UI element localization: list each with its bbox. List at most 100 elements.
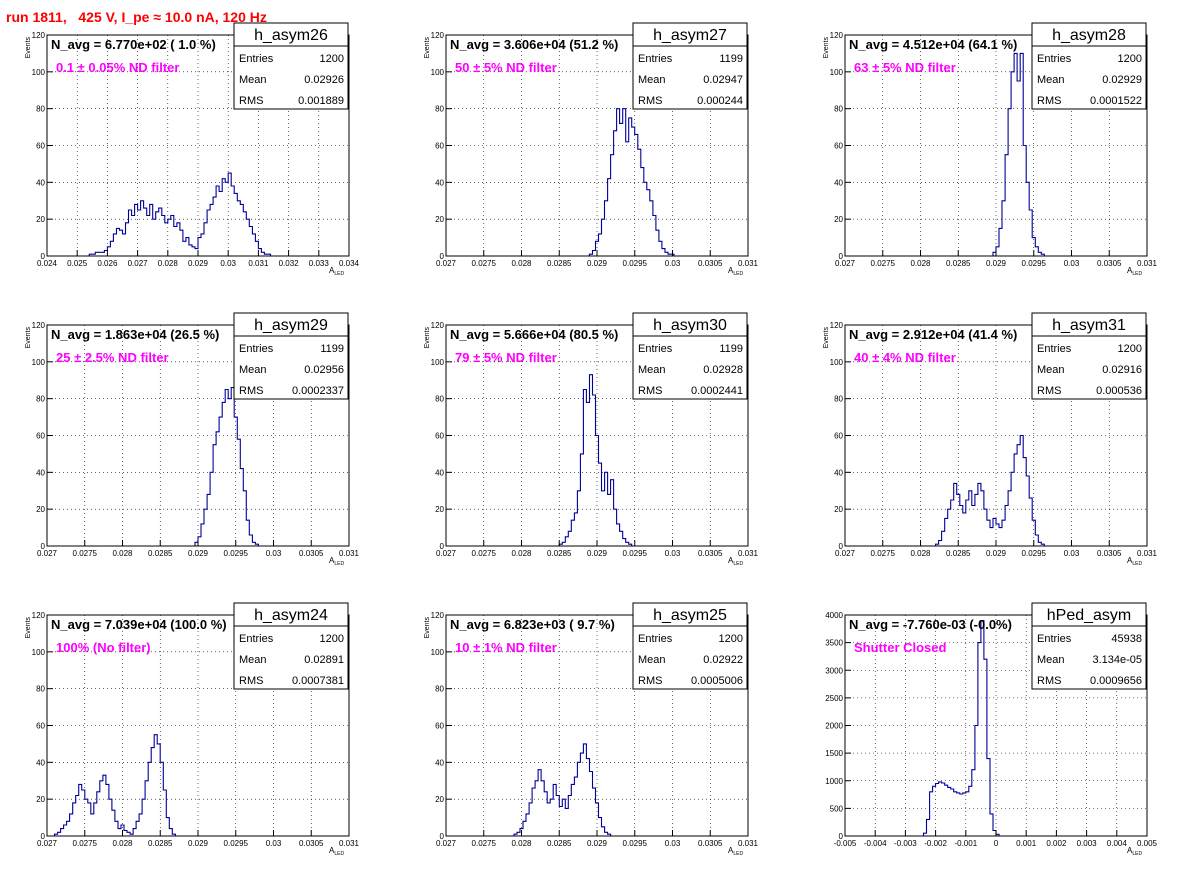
stats-box	[632, 312, 748, 400]
stats-value: 1200	[1118, 53, 1142, 65]
y-tick-label: 40	[36, 178, 45, 187]
y-axis-label: Events	[424, 327, 431, 349]
x-axis-label: ALED	[728, 266, 743, 277]
stats-label: Entries	[638, 53, 673, 65]
x-tick-label: 0.031	[339, 839, 360, 848]
stats-box	[1031, 312, 1147, 400]
stats-label: RMS	[638, 675, 662, 687]
stats-value: 0.0005006	[691, 675, 743, 687]
x-tick-label: 0.031	[1137, 549, 1158, 558]
stats-label: RMS	[1037, 675, 1061, 687]
y-tick-label: 120	[830, 31, 844, 40]
x-tick-label: 0.031	[738, 549, 759, 558]
stats-label: RMS	[1037, 95, 1061, 107]
navg-title: N_avg = 1.863e+04 (26.5 %)	[51, 327, 219, 342]
filter-annotation: 40 ± 4% ND filter	[854, 350, 956, 365]
y-tick-label: 40	[435, 758, 444, 767]
y-tick-label: 20	[435, 795, 444, 804]
y-tick-label: 120	[32, 611, 46, 620]
x-tick-label: 0.0305	[698, 549, 723, 558]
x-tick-label: 0.03	[1064, 259, 1080, 268]
x-tick-label: 0.03	[266, 839, 282, 848]
x-tick-label: 0.031	[1137, 259, 1158, 268]
y-tick-label: 1500	[825, 749, 843, 758]
y-tick-label: 80	[435, 685, 444, 694]
y-tick-label: 120	[431, 321, 445, 330]
x-tick-label: 0.0275	[73, 839, 98, 848]
stats-title: hPed_asym	[1047, 607, 1132, 624]
navg-title: N_avg = 4.512e+04 (64.1 %)	[849, 37, 1017, 52]
y-tick-label: 60	[435, 142, 444, 151]
histogram-panel-h_asym26: 0.024 0.025 0.026 0.027 0.028 0.029 0.03 0.031 0…	[25, 22, 360, 277]
x-tick-label: 0.0275	[472, 259, 497, 268]
x-tick-label: 0.0275	[472, 839, 497, 848]
x-tick-label: 0.027	[835, 259, 856, 268]
stats-value: 45938	[1111, 633, 1142, 645]
stats-label: Entries	[239, 633, 274, 645]
stats-value: 0.0001522	[1090, 95, 1142, 107]
stats-value: 0.02922	[703, 654, 743, 666]
x-tick-label: 0.001	[1016, 839, 1037, 848]
x-tick-label: 0.024	[37, 259, 58, 268]
y-tick-label: 40	[435, 468, 444, 477]
x-tick-label: 0.028	[910, 259, 931, 268]
stats-label: Mean	[239, 74, 267, 86]
x-tick-label: 0.005	[1137, 839, 1158, 848]
x-axis-label-subscript: LED	[334, 851, 344, 857]
x-tick-label: 0.0285	[946, 259, 971, 268]
histogram-line	[588, 108, 675, 256]
stats-title: h_asym27	[653, 27, 727, 44]
x-tick-label: 0.027	[436, 839, 457, 848]
stats-value: 1199	[320, 343, 344, 355]
stats-value: 1200	[320, 633, 344, 645]
x-tick-label: 0.0295	[623, 259, 648, 268]
y-tick-label: 20	[36, 795, 45, 804]
stats-value: 0.000244	[697, 95, 743, 107]
histogram-line	[513, 743, 612, 836]
stats-label: Entries	[239, 53, 274, 65]
x-tick-label: 0.0275	[73, 549, 98, 558]
stats-label: Mean	[638, 364, 666, 376]
x-axis-label: ALED	[329, 846, 344, 857]
stats-box	[632, 602, 748, 690]
x-tick-label: 0.03	[1064, 549, 1080, 558]
stats-value: 3.134e-05	[1092, 654, 1142, 666]
stats-label: RMS	[638, 95, 662, 107]
x-tick-label: 0.0305	[299, 839, 324, 848]
x-tick-label: 0.003	[1077, 839, 1098, 848]
stats-title: h_asym26	[254, 27, 328, 44]
x-tick-label: 0.028	[511, 839, 532, 848]
y-tick-label: 0	[41, 542, 46, 551]
y-tick-label: 60	[36, 722, 45, 731]
y-tick-label: 3500	[825, 639, 843, 648]
stats-value: 0.0009656	[1090, 675, 1142, 687]
x-tick-label: -0.003	[894, 839, 917, 848]
x-tick-label: 0.025	[67, 259, 88, 268]
stats-label: RMS	[638, 385, 662, 397]
y-tick-label: 60	[36, 142, 45, 151]
histogram-line	[88, 172, 272, 256]
stats-box	[1031, 602, 1147, 690]
stats-value: 0.02928	[703, 364, 743, 376]
y-tick-label: 80	[36, 105, 45, 114]
x-tick-label: 0.027	[128, 259, 149, 268]
x-tick-label: 0.002	[1046, 839, 1067, 848]
y-tick-label: 120	[32, 31, 46, 40]
y-tick-label: 2500	[825, 694, 843, 703]
histogram-line	[194, 387, 259, 546]
y-tick-label: 40	[834, 178, 843, 187]
y-tick-label: 100	[431, 358, 445, 367]
x-tick-label: -0.001	[954, 839, 977, 848]
x-tick-label: 0.03	[665, 839, 681, 848]
y-tick-label: 20	[435, 215, 444, 224]
x-tick-label: 0.031	[738, 839, 759, 848]
x-tick-label: 0.027	[835, 549, 856, 558]
y-tick-label: 0	[41, 832, 46, 841]
x-tick-label: 0.0285	[946, 549, 971, 558]
x-tick-label: 0.0295	[224, 839, 249, 848]
stats-value: 0.02929	[1102, 74, 1142, 86]
filter-annotation: 100% (No filter)	[56, 640, 151, 655]
histogram-panel-h_asym30: 0.027 0.0275 0.028 0.0285 0.029 0.0295 0.03 0.0…	[424, 312, 759, 567]
x-axis-label-subscript: LED	[334, 561, 344, 567]
x-axis-label: ALED	[329, 266, 344, 277]
